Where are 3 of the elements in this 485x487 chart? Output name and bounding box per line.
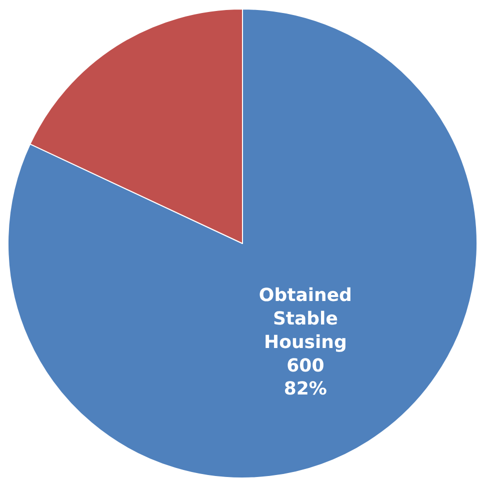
data-label: 600 82% xyxy=(284,355,327,400)
slice-label: Obtained Stable Housing xyxy=(258,285,352,353)
pie-slice xyxy=(8,8,478,478)
